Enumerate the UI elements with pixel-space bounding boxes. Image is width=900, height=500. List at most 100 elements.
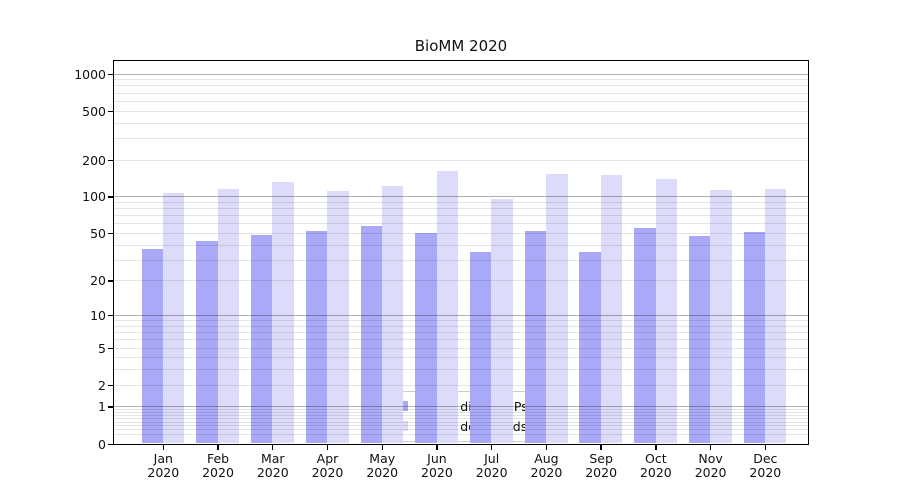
x-tick [600,445,602,450]
minor-gridline [114,339,808,341]
y-tick [108,110,113,112]
bar-distinct-ips-sep [579,251,601,443]
bar-distinct-ips-apr [305,230,328,443]
minor-gridline [114,110,808,112]
y-tick-label: 50 [90,225,106,241]
bar-downloads-oct [655,178,677,443]
minor-gridline [114,433,808,435]
x-tick-label: Nov 2020 [694,451,727,480]
minor-gridline [114,421,808,423]
bar-distinct-ips-oct [634,227,656,443]
minor-gridline [114,215,808,217]
y-tick-label: 2 [98,377,106,393]
minor-gridline [114,384,808,386]
minor-gridline [114,100,808,102]
x-tick [764,445,767,450]
x-tick [326,445,329,450]
minor-gridline [114,418,808,420]
y-tick [108,280,113,282]
major-gridline [114,73,808,75]
y-tick-label: 0 [98,436,106,452]
y-tick-label: 1 [98,399,106,415]
minor-gridline [114,201,808,203]
x-tick-label: Aug 2020 [530,451,563,480]
x-tick [217,445,219,450]
x-tick-label: Jan 2020 [147,451,180,480]
minor-gridline [114,347,808,349]
major-gridline [114,315,808,317]
minor-gridline [114,223,808,225]
minor-gridline [114,325,808,327]
x-tick [436,445,438,450]
plot-area [113,60,809,445]
y-tick-label: 500 [82,103,106,119]
x-tick-label: Dec 2020 [749,451,782,480]
y-tick [108,73,113,75]
bar-downloads-dec [765,188,787,443]
bar-downloads-apr [327,191,349,443]
minor-gridline [114,232,808,234]
minor-gridline [114,412,808,414]
bar-downloads-feb [217,189,240,443]
y-tick [108,406,113,408]
minor-gridline [114,79,808,81]
bar-distinct-ips-may [360,226,382,443]
x-tick [381,445,383,450]
y-tick-label: 20 [90,273,106,289]
bar-downloads-jun [436,170,459,443]
x-tick-label: Apr 2020 [311,451,344,480]
y-tick [108,384,113,387]
major-gridline [114,406,808,408]
x-tick-label: Feb 2020 [202,451,234,480]
minor-gridline [114,85,808,87]
minor-gridline [114,357,808,359]
bar-distinct-ips-aug [524,230,547,443]
y-tick [108,315,113,317]
bar-distinct-ips-mar [251,235,273,443]
x-tick [162,445,164,450]
bar-downloads-jan [163,192,185,443]
y-tick-label: 200 [82,152,106,168]
x-tick-label: Oct 2020 [639,451,672,480]
bar-downloads-aug [546,174,568,443]
minor-gridline [114,320,808,322]
x-tick-label: May 2020 [366,451,399,480]
x-tick [709,445,712,450]
bar-distinct-ips-dec [743,231,766,443]
minor-gridline [114,122,808,124]
y-tick [108,443,113,445]
x-tick-label: Jun 2020 [421,451,453,480]
bar-distinct-ips-jan [141,248,163,443]
chart-title: BioMM 2020 [414,37,508,55]
minor-gridline [114,409,808,411]
minor-gridline [114,208,808,210]
x-tick-label: Jul 2020 [475,451,508,480]
minor-gridline [114,137,808,139]
y-tick [108,347,113,349]
minor-gridline [114,415,808,417]
x-tick [545,445,548,450]
y-tick [108,232,113,235]
bar-distinct-ips-nov [688,236,711,443]
minor-gridline [114,244,808,246]
x-tick-label: Sep 2020 [585,451,618,480]
minor-gridline [114,159,808,161]
y-tick [108,159,113,161]
major-gridline [114,196,808,198]
bar-distinct-ips-jul [469,251,492,443]
minor-gridline [114,425,808,427]
minor-gridline [114,280,808,282]
minor-gridline [114,369,808,371]
y-tick-label: 100 [82,189,106,205]
minor-gridline [114,429,808,431]
minor-gridline [114,92,808,94]
minor-gridline [114,259,808,261]
bar-downloads-jul [491,199,513,443]
bar-distinct-ips-feb [196,240,218,443]
x-tick [272,445,274,450]
y-tick-label: 10 [90,308,106,324]
y-tick-label: 1000 [74,66,106,82]
x-tick-label: Mar 2020 [256,451,289,480]
bar-downloads-sep [600,174,623,443]
